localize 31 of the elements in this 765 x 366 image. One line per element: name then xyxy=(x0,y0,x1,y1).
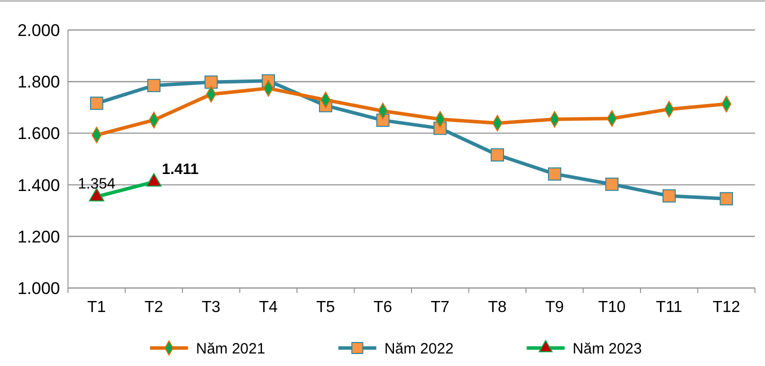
point xyxy=(662,189,676,203)
legend-label: Năm 2021 xyxy=(196,340,266,358)
point xyxy=(147,78,160,92)
legend-label: Năm 2022 xyxy=(384,340,454,358)
point xyxy=(204,75,218,89)
x-tick-label: T4 xyxy=(259,299,278,316)
y-tick-label: 1.000 xyxy=(17,278,60,298)
x-tick-label: T2 xyxy=(144,299,164,316)
y-tick-label: 2.000 xyxy=(17,20,60,40)
x-tick-label: T1 xyxy=(87,299,106,316)
x-tick-label: T6 xyxy=(374,299,392,316)
point xyxy=(548,167,562,181)
y-tick-label: 1.800 xyxy=(17,72,60,92)
y-tick-label: 1.200 xyxy=(17,227,60,246)
data-label: 1.411 xyxy=(162,160,199,178)
point xyxy=(490,148,504,162)
x-tick-label: T11 xyxy=(656,299,682,316)
point xyxy=(90,96,104,110)
x-tick-label: T8 xyxy=(488,299,507,316)
x-tick-label: T5 xyxy=(316,299,336,316)
x-tick-label: T9 xyxy=(545,299,564,316)
x-tick-label: T7 xyxy=(430,299,450,316)
point xyxy=(720,192,733,206)
x-tick-label: T3 xyxy=(202,299,221,316)
y-tick-label: 1.400 xyxy=(17,176,60,195)
data-label: 1.354 xyxy=(78,176,116,193)
legend-label: Năm 2023 xyxy=(572,340,642,358)
x-tick-label: T12 xyxy=(712,299,740,316)
x-tick-label: T10 xyxy=(598,299,626,316)
y-tick-label: 1.600 xyxy=(17,124,60,144)
point xyxy=(605,178,618,191)
